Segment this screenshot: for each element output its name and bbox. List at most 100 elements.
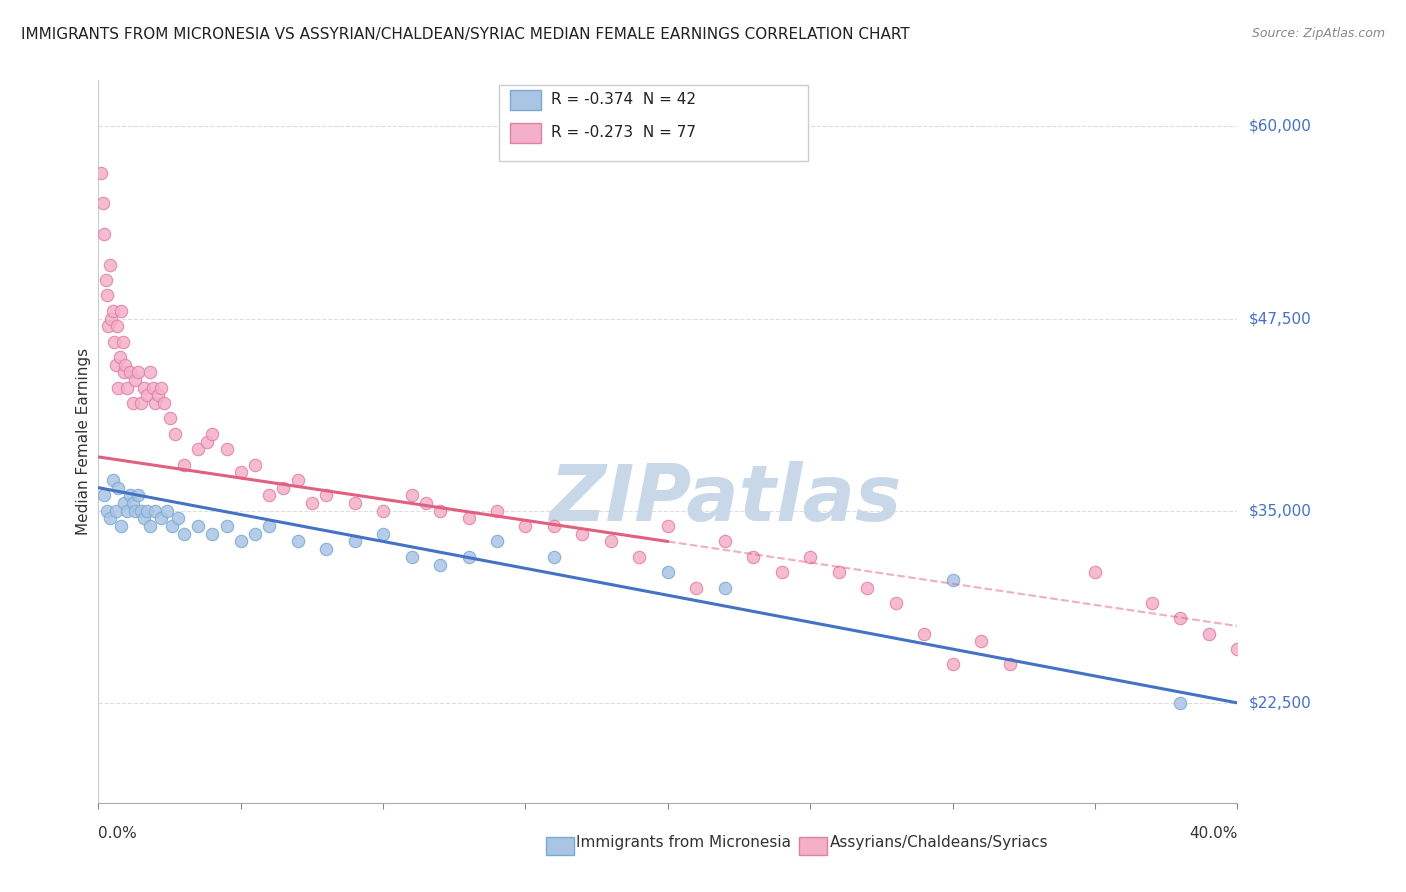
Point (107, 481, 129, 495)
Point (1226, 642, 1249, 657)
Point (105, 319, 128, 334)
Point (301, 496, 323, 510)
Point (315, 542, 337, 557)
Point (714, 581, 737, 595)
Point (543, 519, 565, 533)
Point (187, 442, 209, 457)
Point (110, 519, 132, 533)
Point (103, 334, 125, 349)
Point (287, 473, 309, 487)
Point (112, 496, 135, 510)
Point (828, 565, 851, 579)
Point (912, 626, 935, 640)
Point (970, 634, 993, 648)
Point (1084, 565, 1107, 579)
Point (162, 519, 184, 533)
Point (100, 311, 122, 326)
Point (132, 511, 155, 525)
Point (115, 504, 138, 518)
Text: $60,000: $60,000 (1249, 119, 1312, 134)
Point (153, 396, 176, 410)
Point (138, 519, 160, 533)
Point (141, 381, 163, 395)
Point (571, 526, 593, 541)
Point (118, 365, 141, 379)
Point (273, 481, 295, 495)
Text: Assyrians/Chaldeans/Syriacs: Assyrians/Chaldeans/Syriacs (830, 836, 1047, 850)
Point (159, 411, 181, 425)
Point (401, 549, 423, 564)
Point (543, 549, 565, 564)
Point (259, 519, 281, 533)
Text: 40.0%: 40.0% (1189, 826, 1237, 841)
Point (96, 504, 118, 518)
Point (486, 534, 509, 549)
Point (173, 526, 195, 541)
Point (91, 196, 114, 211)
Point (150, 511, 173, 525)
Point (124, 373, 146, 387)
Point (129, 504, 152, 518)
Point (90, 165, 112, 179)
Point (107, 381, 129, 395)
Point (343, 496, 366, 510)
Text: $22,500: $22,500 (1249, 696, 1312, 710)
Text: Source: ZipAtlas.com: Source: ZipAtlas.com (1251, 27, 1385, 40)
Point (127, 365, 149, 379)
Point (215, 442, 238, 457)
Point (121, 396, 143, 410)
Point (457, 549, 479, 564)
Text: 0.0%: 0.0% (98, 826, 138, 841)
Point (127, 488, 149, 502)
Point (124, 504, 146, 518)
Point (135, 504, 157, 518)
Point (104, 358, 127, 372)
Point (486, 504, 509, 518)
Point (94, 273, 117, 287)
Point (195, 434, 218, 449)
Point (115, 381, 138, 395)
Point (685, 581, 707, 595)
Point (770, 565, 793, 579)
Point (104, 504, 127, 518)
Point (121, 496, 143, 510)
Point (97, 319, 120, 334)
Text: R = -0.273  N = 77: R = -0.273 N = 77 (551, 126, 696, 140)
Point (457, 511, 479, 525)
Point (187, 519, 209, 533)
Point (150, 381, 173, 395)
Point (1140, 596, 1163, 610)
Point (856, 581, 879, 595)
Text: R = -0.374  N = 42: R = -0.374 N = 42 (551, 93, 696, 107)
Point (287, 534, 309, 549)
Point (515, 519, 537, 533)
Point (371, 526, 394, 541)
Point (145, 396, 167, 410)
Point (884, 596, 907, 610)
Point (201, 526, 224, 541)
Point (114, 358, 136, 372)
Point (415, 496, 437, 510)
Point (112, 365, 135, 379)
Point (998, 657, 1021, 672)
Text: ZIPatlas: ZIPatlas (548, 461, 901, 537)
Point (942, 573, 965, 587)
Point (657, 519, 679, 533)
Point (156, 504, 179, 518)
Point (229, 534, 252, 549)
Text: Immigrants from Micronesia: Immigrants from Micronesia (576, 836, 792, 850)
Point (129, 396, 152, 410)
Point (429, 504, 451, 518)
Point (243, 458, 266, 472)
Point (167, 511, 190, 525)
Point (111, 334, 134, 349)
Point (138, 365, 160, 379)
Point (98, 258, 121, 272)
Point (173, 458, 195, 472)
Point (1170, 611, 1192, 625)
Point (93, 488, 115, 502)
Point (628, 549, 651, 564)
Point (108, 350, 131, 364)
Point (98, 511, 121, 525)
Point (714, 534, 737, 549)
